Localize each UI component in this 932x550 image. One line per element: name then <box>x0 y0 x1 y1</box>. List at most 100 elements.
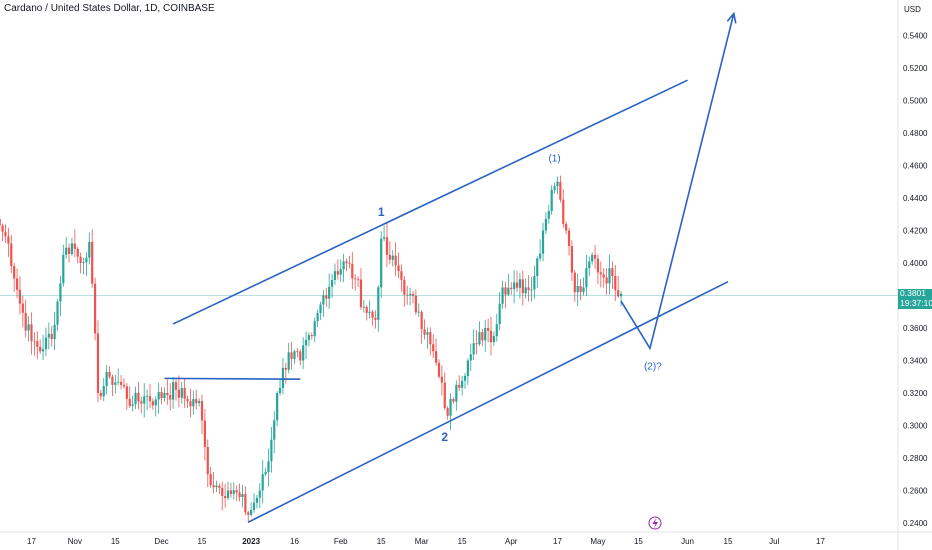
candle[interactable] <box>527 275 530 302</box>
candle[interactable] <box>397 252 400 279</box>
candle[interactable] <box>287 343 290 374</box>
candle[interactable] <box>461 375 464 396</box>
candle[interactable] <box>585 254 588 296</box>
candle[interactable] <box>189 388 192 418</box>
candle[interactable] <box>328 273 331 310</box>
candle[interactable] <box>533 265 536 299</box>
candle[interactable] <box>88 232 91 265</box>
candle[interactable] <box>261 460 264 504</box>
candle[interactable] <box>18 276 22 315</box>
candle[interactable] <box>487 318 490 343</box>
candle[interactable] <box>345 258 348 272</box>
candle[interactable] <box>513 270 516 304</box>
candle[interactable] <box>319 301 322 321</box>
candle[interactable] <box>122 378 126 389</box>
candle[interactable] <box>30 312 33 355</box>
candle[interactable] <box>359 268 363 310</box>
candle[interactable] <box>111 374 114 397</box>
candle[interactable] <box>608 254 611 295</box>
candle[interactable] <box>250 502 253 517</box>
time-axis[interactable]: 17 Nov 15 Dec 15 2023 16 Feb 15 Mar 15 Apr 17 May 15 Ju… <box>0 531 932 546</box>
candle[interactable] <box>284 362 287 384</box>
candle[interactable] <box>466 358 469 385</box>
candle[interactable] <box>180 381 183 404</box>
candle[interactable] <box>530 277 533 302</box>
candle[interactable] <box>264 468 267 476</box>
candle[interactable] <box>541 222 545 262</box>
upper-channel-line[interactable] <box>172 79 688 325</box>
candle[interactable] <box>605 268 608 295</box>
candle[interactable] <box>41 334 45 361</box>
candle[interactable] <box>313 317 316 343</box>
candle[interactable] <box>73 229 76 258</box>
candle[interactable] <box>151 398 154 410</box>
candle[interactable] <box>446 406 449 420</box>
candle[interactable] <box>429 327 432 356</box>
candle[interactable] <box>59 275 62 316</box>
candle[interactable] <box>281 358 285 395</box>
candle[interactable] <box>200 394 204 435</box>
candle[interactable] <box>484 319 487 352</box>
candle[interactable] <box>53 311 56 351</box>
candle[interactable] <box>302 337 305 370</box>
candle[interactable] <box>443 372 446 410</box>
candle[interactable] <box>108 366 111 379</box>
candle[interactable] <box>599 261 602 288</box>
candle[interactable] <box>556 176 559 195</box>
candle[interactable] <box>21 296 24 328</box>
candle[interactable] <box>472 329 475 360</box>
candle[interactable] <box>293 349 296 364</box>
candle[interactable] <box>56 299 59 332</box>
candle[interactable] <box>195 389 198 410</box>
candle[interactable] <box>351 252 354 290</box>
candle[interactable] <box>307 332 311 347</box>
candle[interactable] <box>163 387 166 402</box>
candle[interactable] <box>241 484 244 508</box>
candle[interactable] <box>67 243 71 263</box>
candle[interactable] <box>192 390 195 415</box>
candle[interactable] <box>154 396 157 417</box>
candle[interactable] <box>105 365 108 395</box>
candle[interactable] <box>619 291 623 307</box>
candle[interactable] <box>550 185 553 215</box>
candle[interactable] <box>209 466 212 488</box>
candle[interactable] <box>206 439 209 488</box>
lightning-icon[interactable] <box>648 516 662 530</box>
candle[interactable] <box>362 300 365 313</box>
candle[interactable] <box>137 381 140 410</box>
candle[interactable] <box>579 279 582 301</box>
candle[interactable] <box>169 383 172 411</box>
candle[interactable] <box>215 480 218 493</box>
candle[interactable] <box>478 321 481 347</box>
candle[interactable] <box>7 227 10 257</box>
candle[interactable] <box>591 252 594 265</box>
candle[interactable] <box>617 275 620 299</box>
candle[interactable] <box>567 227 571 256</box>
candle[interactable] <box>435 338 438 366</box>
price-axis[interactable]: 0.5400 0.5200 0.5000 0.4800 0.4600 0.4400 0.42… <box>897 0 928 550</box>
candle[interactable] <box>125 383 128 410</box>
candle[interactable] <box>385 223 389 267</box>
candle[interactable] <box>614 264 617 301</box>
lower-channel-line[interactable] <box>247 280 729 523</box>
candle[interactable] <box>544 212 548 235</box>
candle[interactable] <box>611 261 614 289</box>
candle[interactable] <box>232 482 235 500</box>
candle[interactable] <box>518 273 522 299</box>
candle[interactable] <box>475 330 478 355</box>
candle[interactable] <box>218 483 221 495</box>
candle[interactable] <box>140 396 143 414</box>
candle[interactable] <box>501 280 504 309</box>
candle[interactable] <box>411 291 415 304</box>
candle[interactable] <box>414 289 417 316</box>
candle[interactable] <box>316 309 319 328</box>
candle[interactable] <box>576 273 579 307</box>
candle[interactable] <box>553 182 556 194</box>
candle[interactable] <box>157 382 160 414</box>
candle[interactable] <box>85 252 88 276</box>
candle[interactable] <box>403 276 406 307</box>
candle[interactable] <box>310 332 313 340</box>
candle[interactable] <box>247 510 250 523</box>
candle[interactable] <box>183 379 186 408</box>
